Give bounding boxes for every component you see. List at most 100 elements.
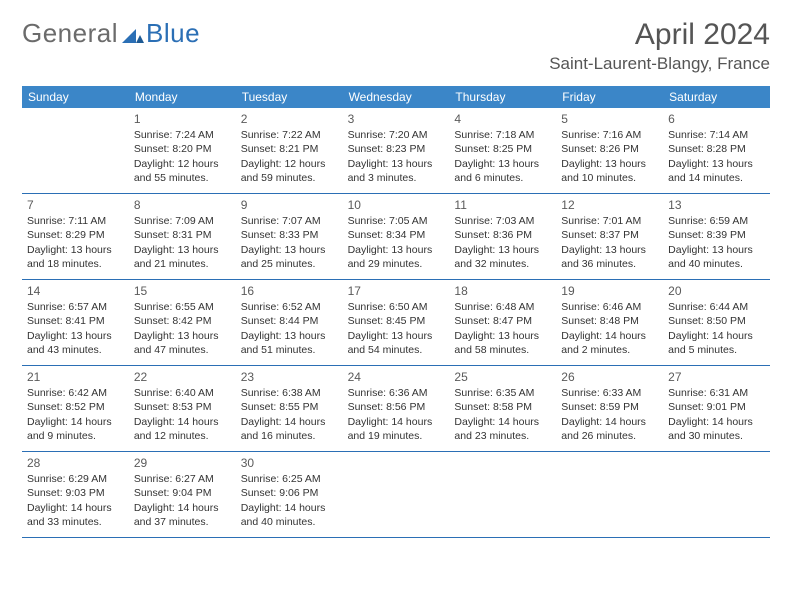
sunset-text: Sunset: 8:45 PM	[348, 314, 445, 328]
calendar-cell: 8Sunrise: 7:09 AMSunset: 8:31 PMDaylight…	[129, 194, 236, 280]
logo: General Blue	[22, 18, 200, 49]
day-number: 11	[454, 197, 551, 213]
calendar-cell: 2Sunrise: 7:22 AMSunset: 8:21 PMDaylight…	[236, 108, 343, 194]
daylight-text: Daylight: 13 hours and 51 minutes.	[241, 329, 338, 357]
daylight-text: Daylight: 14 hours and 37 minutes.	[134, 501, 231, 529]
daylight-text: Daylight: 13 hours and 3 minutes.	[348, 157, 445, 185]
calendar-cell: 28Sunrise: 6:29 AMSunset: 9:03 PMDayligh…	[22, 452, 129, 538]
page: General Blue April 2024 Saint-Laurent-Bl…	[0, 0, 792, 556]
sunset-text: Sunset: 8:26 PM	[561, 142, 658, 156]
day-number: 13	[668, 197, 765, 213]
day-number: 1	[134, 111, 231, 127]
calendar-cell: 16Sunrise: 6:52 AMSunset: 8:44 PMDayligh…	[236, 280, 343, 366]
calendar-cell	[556, 452, 663, 538]
day-number: 23	[241, 369, 338, 385]
dow-header: Sunday	[22, 86, 129, 108]
calendar-cell: 6Sunrise: 7:14 AMSunset: 8:28 PMDaylight…	[663, 108, 770, 194]
sunset-text: Sunset: 8:53 PM	[134, 400, 231, 414]
daylight-text: Daylight: 14 hours and 26 minutes.	[561, 415, 658, 443]
calendar-cell: 12Sunrise: 7:01 AMSunset: 8:37 PMDayligh…	[556, 194, 663, 280]
daylight-text: Daylight: 14 hours and 2 minutes.	[561, 329, 658, 357]
day-number: 19	[561, 283, 658, 299]
daylight-text: Daylight: 13 hours and 36 minutes.	[561, 243, 658, 271]
calendar-cell	[663, 452, 770, 538]
calendar-cell	[449, 452, 556, 538]
sunset-text: Sunset: 8:42 PM	[134, 314, 231, 328]
daylight-text: Daylight: 12 hours and 55 minutes.	[134, 157, 231, 185]
sunrise-text: Sunrise: 6:48 AM	[454, 300, 551, 314]
day-number: 6	[668, 111, 765, 127]
sunrise-text: Sunrise: 6:27 AM	[134, 472, 231, 486]
day-number: 25	[454, 369, 551, 385]
day-number: 29	[134, 455, 231, 471]
sunrise-text: Sunrise: 6:50 AM	[348, 300, 445, 314]
dow-header: Wednesday	[343, 86, 450, 108]
sunrise-text: Sunrise: 7:05 AM	[348, 214, 445, 228]
sunset-text: Sunset: 8:34 PM	[348, 228, 445, 242]
sunset-text: Sunset: 9:04 PM	[134, 486, 231, 500]
sunrise-text: Sunrise: 7:03 AM	[454, 214, 551, 228]
sunset-text: Sunset: 8:55 PM	[241, 400, 338, 414]
daylight-text: Daylight: 13 hours and 58 minutes.	[454, 329, 551, 357]
calendar-cell: 10Sunrise: 7:05 AMSunset: 8:34 PMDayligh…	[343, 194, 450, 280]
sunset-text: Sunset: 8:41 PM	[27, 314, 124, 328]
calendar-cell: 29Sunrise: 6:27 AMSunset: 9:04 PMDayligh…	[129, 452, 236, 538]
sunrise-text: Sunrise: 6:25 AM	[241, 472, 338, 486]
sunrise-text: Sunrise: 7:20 AM	[348, 128, 445, 142]
calendar-cell: 19Sunrise: 6:46 AMSunset: 8:48 PMDayligh…	[556, 280, 663, 366]
dow-header: Tuesday	[236, 86, 343, 108]
calendar-cell: 11Sunrise: 7:03 AMSunset: 8:36 PMDayligh…	[449, 194, 556, 280]
header: General Blue April 2024 Saint-Laurent-Bl…	[22, 18, 770, 74]
day-number: 2	[241, 111, 338, 127]
daylight-text: Daylight: 13 hours and 40 minutes.	[668, 243, 765, 271]
sunrise-text: Sunrise: 6:57 AM	[27, 300, 124, 314]
logo-icon	[122, 23, 144, 45]
dow-header: Monday	[129, 86, 236, 108]
day-number: 4	[454, 111, 551, 127]
daylight-text: Daylight: 13 hours and 43 minutes.	[27, 329, 124, 357]
calendar-cell: 26Sunrise: 6:33 AMSunset: 8:59 PMDayligh…	[556, 366, 663, 452]
daylight-text: Daylight: 14 hours and 12 minutes.	[134, 415, 231, 443]
title-block: April 2024 Saint-Laurent-Blangy, France	[549, 18, 770, 74]
sunset-text: Sunset: 8:37 PM	[561, 228, 658, 242]
sunrise-text: Sunrise: 7:09 AM	[134, 214, 231, 228]
day-number: 16	[241, 283, 338, 299]
calendar-cell: 22Sunrise: 6:40 AMSunset: 8:53 PMDayligh…	[129, 366, 236, 452]
sunrise-text: Sunrise: 7:11 AM	[27, 214, 124, 228]
day-number: 24	[348, 369, 445, 385]
brand-part2: Blue	[146, 18, 200, 49]
daylight-text: Daylight: 13 hours and 29 minutes.	[348, 243, 445, 271]
calendar-cell: 17Sunrise: 6:50 AMSunset: 8:45 PMDayligh…	[343, 280, 450, 366]
sunset-text: Sunset: 8:59 PM	[561, 400, 658, 414]
calendar-cell: 23Sunrise: 6:38 AMSunset: 8:55 PMDayligh…	[236, 366, 343, 452]
daylight-text: Daylight: 14 hours and 40 minutes.	[241, 501, 338, 529]
calendar-cell	[22, 108, 129, 194]
calendar-cell: 20Sunrise: 6:44 AMSunset: 8:50 PMDayligh…	[663, 280, 770, 366]
brand-part1: General	[22, 18, 118, 49]
daylight-text: Daylight: 14 hours and 33 minutes.	[27, 501, 124, 529]
day-number: 26	[561, 369, 658, 385]
sunrise-text: Sunrise: 6:36 AM	[348, 386, 445, 400]
sunrise-text: Sunrise: 6:38 AM	[241, 386, 338, 400]
sunrise-text: Sunrise: 6:42 AM	[27, 386, 124, 400]
sunset-text: Sunset: 9:03 PM	[27, 486, 124, 500]
sunrise-text: Sunrise: 7:24 AM	[134, 128, 231, 142]
sunset-text: Sunset: 8:33 PM	[241, 228, 338, 242]
dow-header: Saturday	[663, 86, 770, 108]
daylight-text: Daylight: 13 hours and 47 minutes.	[134, 329, 231, 357]
calendar-cell: 18Sunrise: 6:48 AMSunset: 8:47 PMDayligh…	[449, 280, 556, 366]
day-number: 7	[27, 197, 124, 213]
day-number: 17	[348, 283, 445, 299]
calendar-cell: 24Sunrise: 6:36 AMSunset: 8:56 PMDayligh…	[343, 366, 450, 452]
day-number: 10	[348, 197, 445, 213]
sunrise-text: Sunrise: 6:55 AM	[134, 300, 231, 314]
sunset-text: Sunset: 8:39 PM	[668, 228, 765, 242]
location-title: Saint-Laurent-Blangy, France	[549, 54, 770, 74]
day-number: 12	[561, 197, 658, 213]
sunset-text: Sunset: 8:47 PM	[454, 314, 551, 328]
calendar-cell: 3Sunrise: 7:20 AMSunset: 8:23 PMDaylight…	[343, 108, 450, 194]
calendar-cell: 27Sunrise: 6:31 AMSunset: 9:01 PMDayligh…	[663, 366, 770, 452]
sunrise-text: Sunrise: 6:59 AM	[668, 214, 765, 228]
day-number: 20	[668, 283, 765, 299]
day-number: 9	[241, 197, 338, 213]
